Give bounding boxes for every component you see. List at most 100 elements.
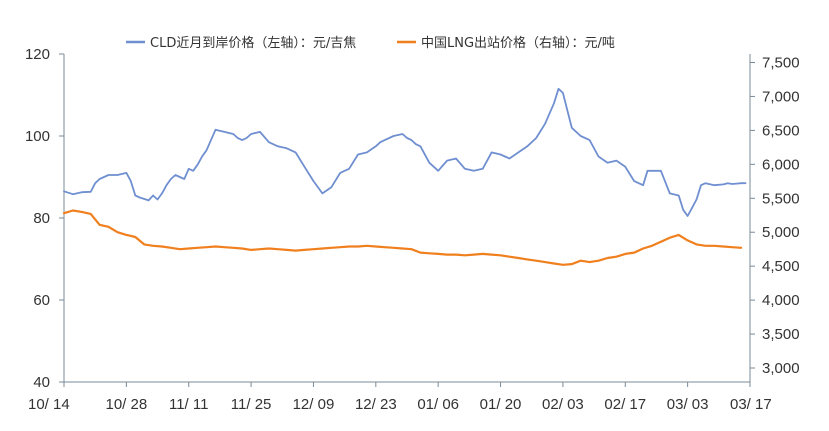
data-point-lng (161, 246, 162, 247)
data-point-lng (687, 240, 688, 241)
data-point-cld (170, 178, 171, 179)
series-lng (62, 209, 743, 266)
data-point-lng (384, 247, 385, 248)
y-left-tick-label: 100 (25, 128, 50, 145)
data-point-cld (246, 137, 247, 138)
data-point-cld (139, 197, 140, 198)
data-point-cld (322, 193, 323, 194)
data-point-cld (714, 185, 715, 186)
data-point-lng (63, 213, 64, 214)
data-point-lng (714, 245, 715, 246)
data-point-lng (500, 255, 501, 256)
data-point-cld (99, 178, 100, 179)
data-point-cld (108, 174, 109, 175)
data-point-lng (464, 255, 465, 256)
data-point-cld (268, 142, 269, 143)
data-point-cld (455, 158, 456, 159)
series-cld (63, 87, 747, 217)
data-point-lng (90, 213, 91, 214)
data-point-lng (527, 259, 528, 260)
data-point-cld (175, 174, 176, 175)
data-point-cld (732, 183, 733, 184)
data-point-cld (331, 187, 332, 188)
y-right-tick-label: 6,000 (762, 156, 800, 173)
data-point-cld (340, 172, 341, 173)
data-point-cld (723, 184, 724, 185)
data-point-cld (736, 183, 737, 184)
data-point-cld (411, 140, 412, 141)
data-point-cld (126, 172, 127, 173)
x-tick-label: 11/ 25 (231, 396, 272, 413)
x-tick-label: 02/ 03 (542, 396, 584, 413)
data-point-lng (81, 211, 82, 212)
x-tick-label: 02/ 17 (604, 396, 646, 413)
data-point-lng (545, 262, 546, 263)
data-point-cld (700, 185, 701, 186)
data-point-lng (447, 254, 448, 255)
data-point-cld (705, 183, 706, 184)
data-point-cld (491, 152, 492, 153)
data-point-lng (117, 232, 118, 233)
data-point-lng (660, 241, 661, 242)
data-point-lng (215, 246, 216, 247)
data-point-cld (727, 183, 728, 184)
data-point-cld (536, 137, 537, 138)
data-point-lng (741, 247, 742, 248)
data-point-lng (473, 254, 474, 255)
data-point-cld (643, 185, 644, 186)
data-point-cld (598, 156, 599, 157)
data-point-cld (518, 152, 519, 153)
data-point-lng (295, 250, 296, 251)
data-point-cld (500, 154, 501, 155)
data-point-lng (411, 249, 412, 250)
data-point-cld (669, 193, 670, 194)
data-point-cld (420, 146, 421, 147)
data-point-cld (429, 162, 430, 163)
data-point-cld (148, 200, 149, 201)
y-right-tick-label: 3,500 (762, 326, 800, 343)
data-point-lng (518, 257, 519, 258)
data-point-lng (625, 253, 626, 254)
data-point-lng (268, 248, 269, 249)
data-point-lng (643, 248, 644, 249)
data-point-cld (745, 183, 746, 184)
data-point-lng (402, 248, 403, 249)
data-point-lng (429, 253, 430, 254)
x-tick-label: 01/ 06 (417, 396, 459, 413)
data-point-lng (678, 234, 679, 235)
data-point-lng (144, 244, 145, 245)
data-point-lng (536, 260, 537, 261)
data-point-cld (313, 181, 314, 182)
data-point-lng (197, 247, 198, 248)
x-tick-label: 12/ 23 (355, 396, 397, 413)
data-point-cld (277, 146, 278, 147)
data-point-lng (438, 253, 439, 254)
data-point-cld (553, 103, 554, 104)
y-left-tick-label: 120 (25, 46, 50, 63)
data-point-cld (616, 160, 617, 161)
series-line-cld (63, 87, 747, 217)
data-point-cld (558, 88, 559, 89)
data-point-cld (447, 160, 448, 161)
data-point-lng (206, 247, 207, 248)
x-tick-label: 03/ 03 (667, 396, 709, 413)
data-point-cld (696, 199, 697, 200)
data-point-cld (81, 192, 82, 193)
data-point-cld (562, 92, 563, 93)
data-point-cld (504, 156, 505, 157)
data-point-lng (286, 249, 287, 250)
data-point-cld (393, 135, 394, 136)
y-right-tick-label: 4,500 (762, 258, 800, 275)
y-right-tick-label: 4,000 (762, 292, 800, 309)
data-point-cld (233, 133, 234, 134)
data-point-lng (224, 247, 225, 248)
data-point-cld (344, 170, 345, 171)
data-point-cld (95, 183, 96, 184)
legend: CLD近月到岸价格（左轴）：元/吉焦 中国LNG出站价格（右轴）：元/吨 (126, 35, 615, 51)
x-tick-label: 03/ 17 (730, 396, 772, 413)
data-point-lng (420, 252, 421, 253)
data-point-cld (357, 154, 358, 155)
y-left-tick-label: 80 (33, 210, 50, 227)
data-point-cld (224, 131, 225, 132)
